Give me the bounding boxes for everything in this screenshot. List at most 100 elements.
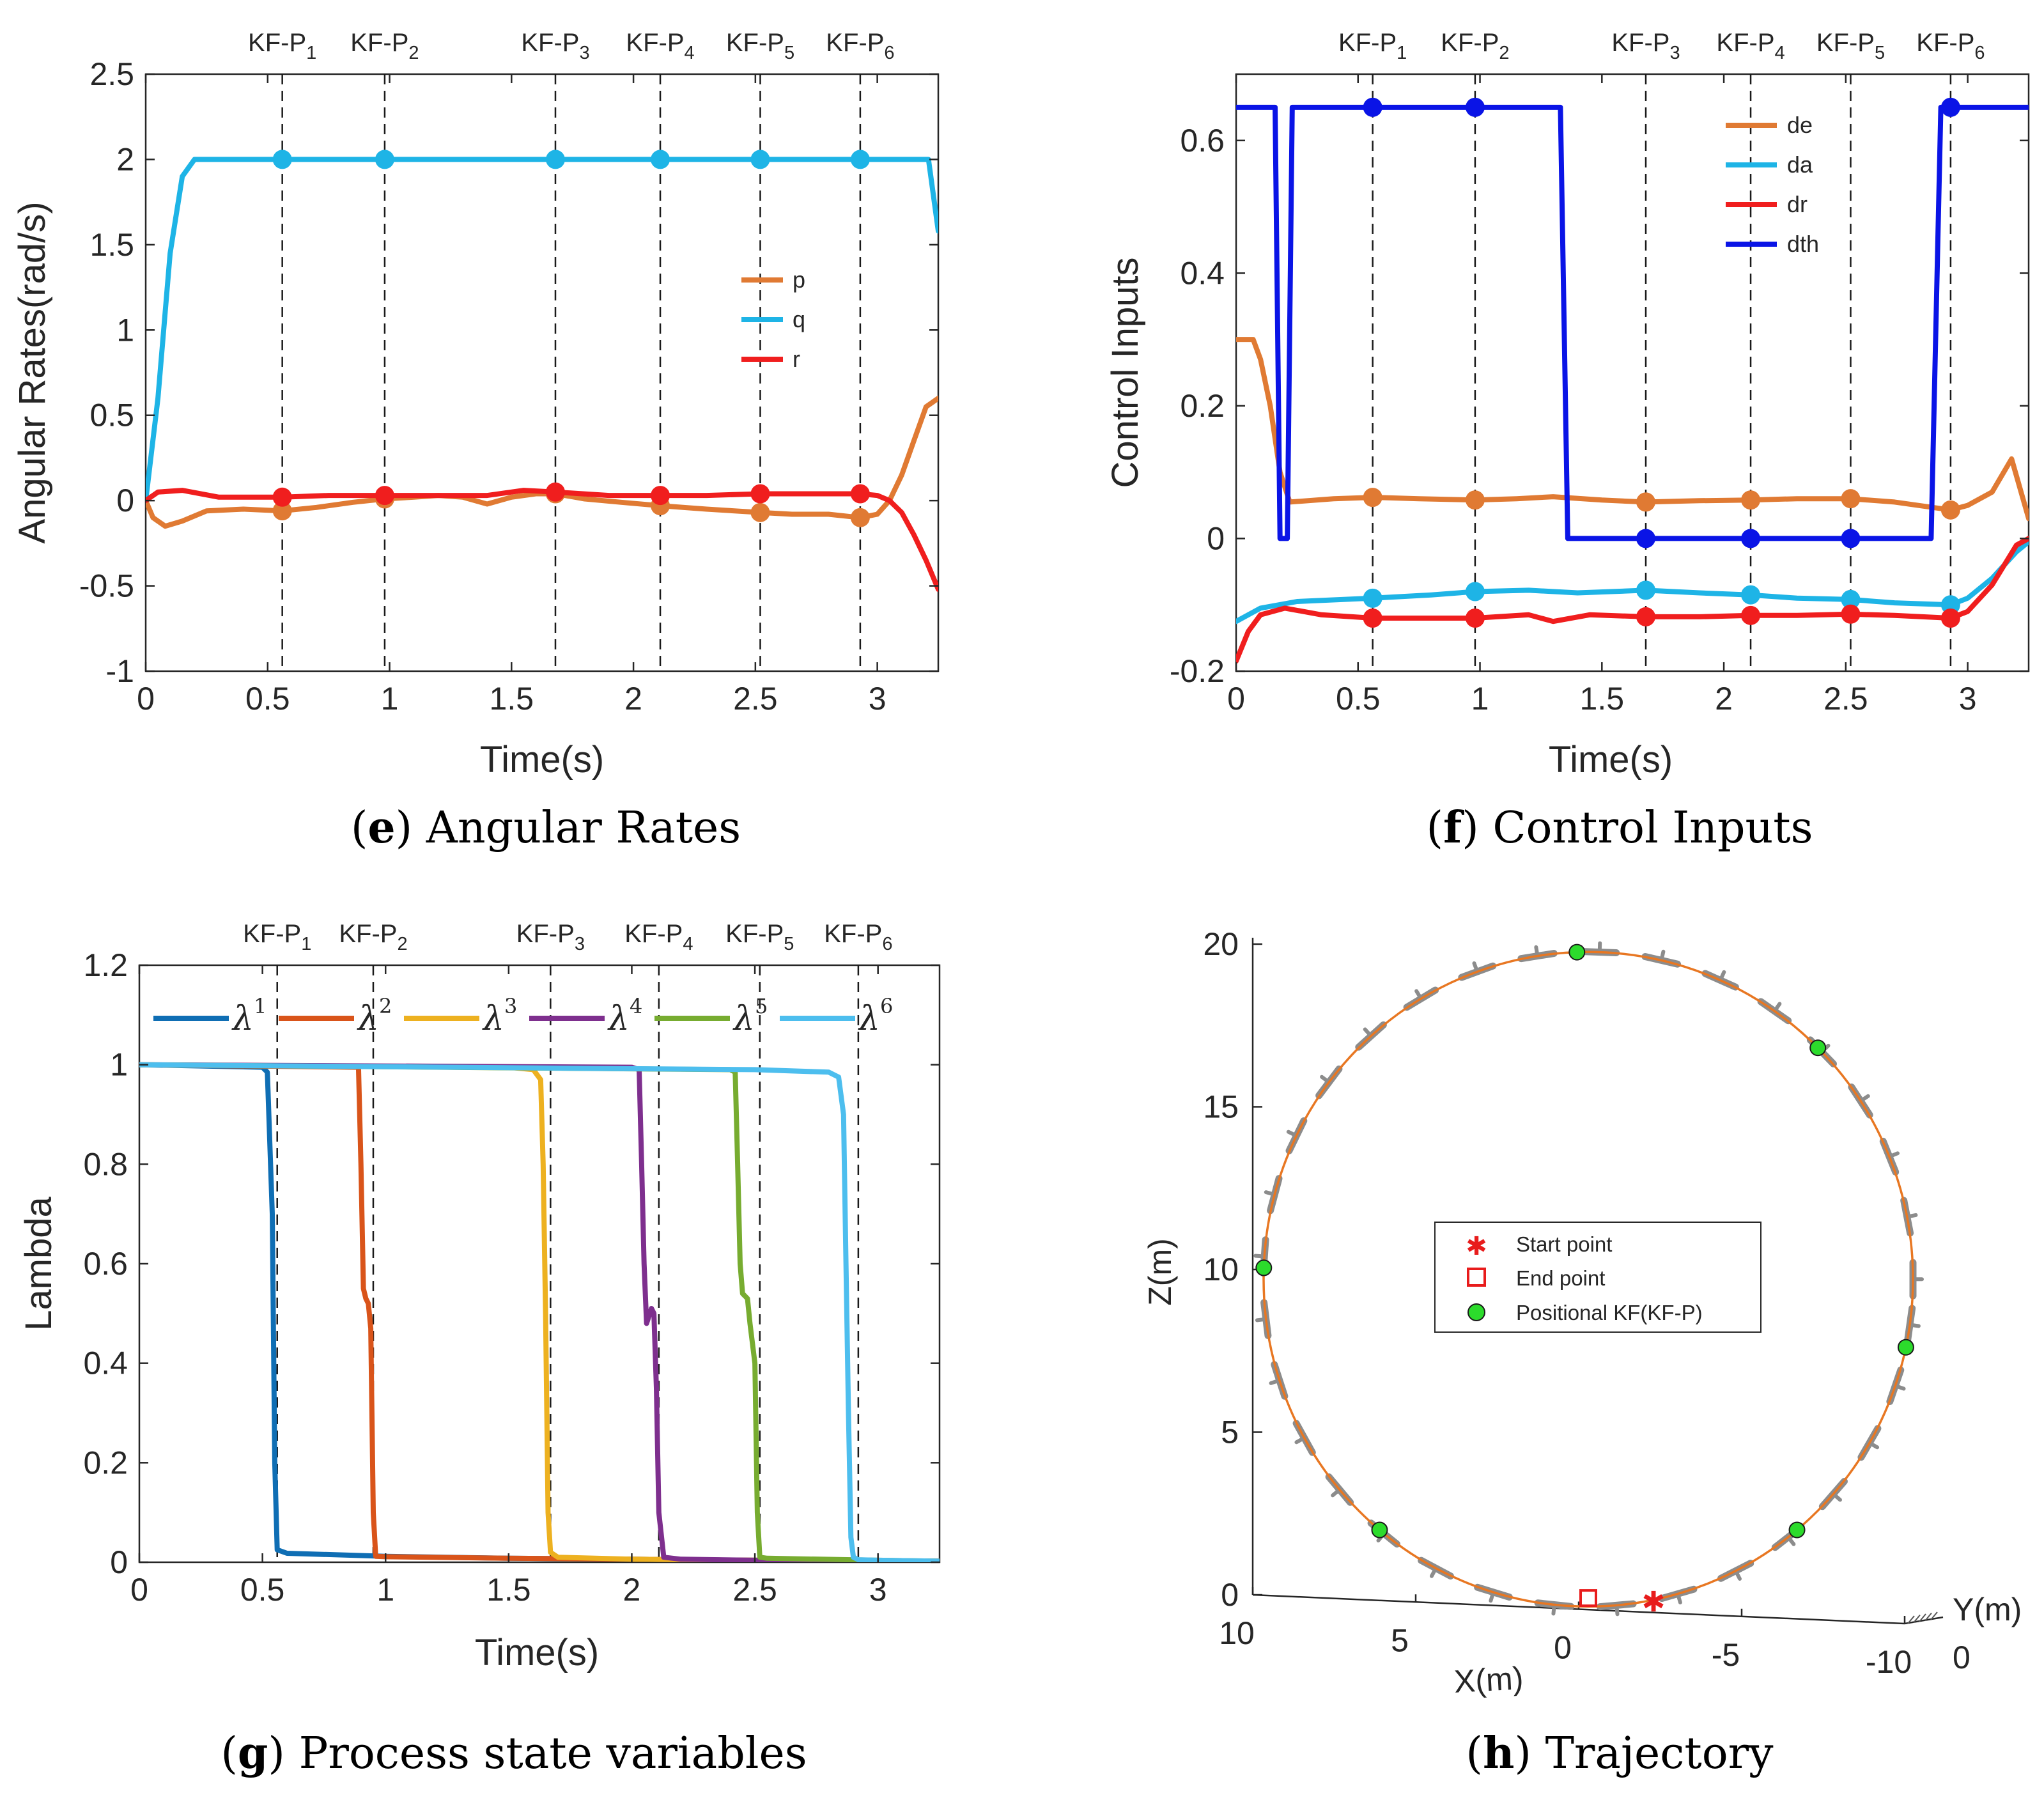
chart-f-marker-da — [1741, 585, 1761, 605]
chart-e-xlabel: Time(s) — [480, 739, 604, 780]
chart-f-legend: de da dr dth — [1726, 112, 1819, 257]
chart-f-marker-da — [1940, 595, 1960, 615]
chart-f-marker-da — [1841, 589, 1861, 609]
chart-g-xtick-label: 1.5 — [486, 1572, 531, 1608]
chart-e-marker-q — [272, 150, 292, 169]
caption-g: (g) Process state variables — [221, 1728, 807, 1779]
chart-e-kf-label: KF-P4 — [626, 29, 694, 63]
chart-g-line-λ6 — [139, 1062, 940, 1562]
chart-e-kf-label: KF-P6 — [826, 29, 894, 63]
chart-h-attitude-fin — [1859, 1094, 1870, 1103]
chart-f-marker-dth — [1465, 97, 1485, 117]
chart-f-marker-dr — [1741, 605, 1761, 625]
chart-f-marker-da — [1465, 582, 1485, 601]
chart-h-ticks: 0 5 10 15 20 10 5 0 -5 -10 0 — [1203, 926, 1970, 1680]
chart-f-marker-dr — [1940, 608, 1960, 628]
chart-g-line-λ5 — [139, 1062, 940, 1562]
chart-h-attitude-fin — [1551, 1603, 1556, 1616]
chart-f-kf-label: KF-P4 — [1716, 29, 1785, 63]
chart-f-marker-de — [1940, 500, 1960, 520]
chart-h-attitude-fin — [1887, 1151, 1900, 1159]
chart-h-kf-point — [1897, 1339, 1914, 1356]
chart-f-marker-dth — [1363, 97, 1382, 117]
chart-h-kf-point — [1568, 943, 1586, 961]
chart-f-xtick-label: 0 — [1227, 681, 1245, 717]
chart-g-plot-area — [138, 964, 941, 1564]
chart-g-axes: 0 0.5 1 1.5 2 2.5 3 0 0.2 0.4 0.6 0.8 1 1.2 — [83, 947, 940, 1608]
chart-f-xtick-label: 1 — [1471, 681, 1489, 717]
chart-e-marker-q — [651, 150, 670, 169]
chart-e-kf-label: KF-P5 — [726, 29, 794, 63]
chart-h-start-marker: ✱ — [1642, 1586, 1666, 1618]
chart-f-xtick-label: 2.5 — [1823, 681, 1868, 717]
chart-e-xtick-label: 2 — [624, 681, 642, 717]
chart-g-ytick-label: 0.6 — [83, 1246, 128, 1282]
chart-g-ylabel: Lambda — [18, 1196, 59, 1330]
chart-e-series — [146, 150, 938, 592]
chart-e-ytick-label: -1 — [106, 653, 134, 689]
chart-h-kf-point — [1255, 1259, 1273, 1277]
chart-e-axes: 0 0.5 1 1.5 2 2.5 3 -1 -0.5 0 0.5 1 1.5 2 2.5 — [79, 56, 938, 717]
chart-e-marker-r — [651, 486, 670, 506]
chart-h: 0 5 10 15 20 10 5 0 -5 -10 0 ✱ ✱ Start point End p… — [1142, 926, 2022, 1779]
chart-h-ytick-mark — [1930, 1611, 1938, 1620]
chart-h-attitude-fin — [1676, 1592, 1682, 1604]
chart-e-marker-r — [750, 484, 770, 504]
chart-e-marker-q — [375, 150, 394, 169]
chart-h-attitude-fin — [1614, 1603, 1620, 1617]
chart-e-line-p — [146, 396, 938, 529]
chart-g-xtick-label: 1 — [376, 1572, 394, 1608]
chart-f-marker-de — [1841, 489, 1861, 509]
chart-f-marker-da — [1636, 580, 1655, 600]
legend-f-dth-label: dth — [1787, 231, 1819, 257]
chart-g-xtick-label: 2.5 — [732, 1572, 777, 1608]
chart-g-xtick-label: 2 — [623, 1572, 641, 1608]
chart-e-ytick-label: -0.5 — [79, 568, 134, 604]
chart-f-ytick-label: 0.6 — [1180, 123, 1225, 159]
chart-e-kf-label: KF-P2 — [350, 29, 419, 63]
chart-h-attitude-fin — [1264, 1190, 1277, 1197]
chart-e-marker-r — [272, 487, 292, 507]
chart-f-series — [1236, 97, 2029, 664]
chart-e-marker-q — [750, 150, 770, 169]
chart-h-ytick-mark — [1924, 1612, 1932, 1622]
chart-e-kf-label: KF-P3 — [521, 29, 589, 63]
chart-f-ylabel: Control Inputs — [1104, 257, 1146, 488]
chart-h-attitude-fin — [1831, 1492, 1842, 1502]
chart-h-attitude-fin — [1733, 1569, 1742, 1581]
chart-h-attitude-fin — [1786, 1535, 1796, 1546]
chart-h-attitude-fin — [1472, 961, 1480, 974]
chart-h-kf-point — [1788, 1521, 1806, 1539]
chart-e-ytick-label: 2.5 — [89, 56, 134, 92]
chart-h-ylabel: Y(m) — [1953, 1592, 2022, 1627]
chart-f-marker-de — [1363, 488, 1382, 508]
chart-g-xtick-label: 0 — [130, 1572, 148, 1608]
legend-h-end-icon — [1467, 1268, 1486, 1287]
chart-h-legend-box — [1434, 1222, 1761, 1333]
chart-h-attitude-fin — [1867, 1441, 1880, 1450]
chart-e-marker-p — [750, 502, 770, 522]
chart-f-ytick-label: 0.4 — [1180, 255, 1225, 291]
chart-h-end-marker — [1579, 1589, 1597, 1608]
chart-h-attitude-fin — [1893, 1383, 1906, 1391]
chart-e-kf-label: KF-P1 — [248, 29, 316, 63]
legend-f-de-label: de — [1787, 112, 1813, 138]
chart-h-attitude-fin — [1905, 1213, 1918, 1219]
chart-e-xtick-label: 1 — [381, 681, 399, 717]
legend-h-start-icon: ✱ — [1466, 1232, 1487, 1261]
legend-g-label-6: λ6 — [858, 994, 893, 1038]
chart-f-ytick-label: -0.2 — [1170, 653, 1225, 689]
chart-e-marker-r — [375, 486, 394, 506]
legend-h-kf-icon — [1467, 1303, 1485, 1321]
chart-h-y-axis — [1904, 1616, 1944, 1625]
caption-e: (e) Angular Rates — [351, 802, 741, 853]
chart-h-attitude-fin — [1363, 1027, 1374, 1038]
chart-f-ytick-label: 0.2 — [1180, 388, 1225, 424]
chart-h-ztick-label: 0 — [1221, 1577, 1239, 1613]
chart-f-marker-dth — [1741, 529, 1761, 548]
chart-f-xtick-label: 3 — [1959, 681, 1977, 717]
chart-h-xtick-label: 0 — [1554, 1630, 1572, 1666]
chart-f-kf-label: KF-P6 — [1916, 29, 1985, 63]
chart-h-attitude-fin — [1255, 1317, 1268, 1323]
